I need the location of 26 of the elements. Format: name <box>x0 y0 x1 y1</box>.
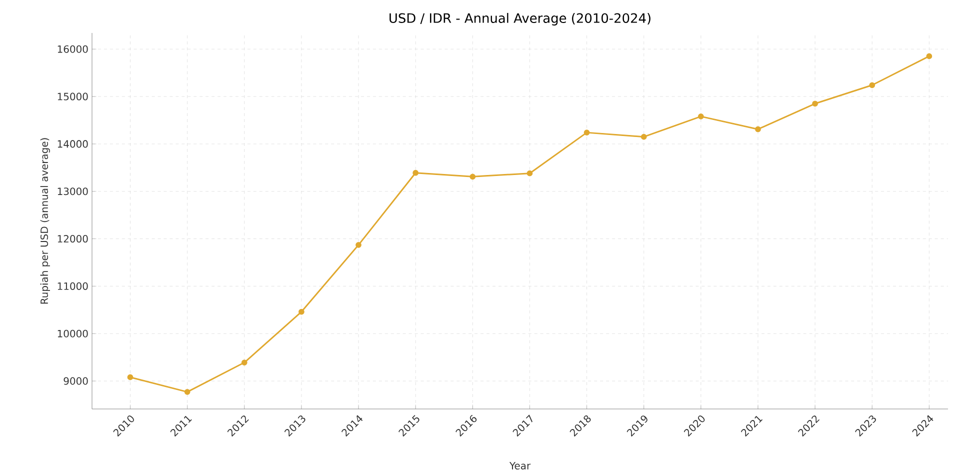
y-tick-label: 14000 <box>58 140 88 148</box>
y-tick-label: 13000 <box>58 188 88 196</box>
point <box>356 242 362 248</box>
y-tick-label: 16000 <box>58 45 88 53</box>
point <box>241 360 248 366</box>
point <box>470 174 476 180</box>
point <box>127 374 134 380</box>
y-axis-title: Rupiah per USD (annual average) <box>40 138 50 304</box>
point <box>412 170 419 176</box>
y-tick-label: 12000 <box>58 234 88 243</box>
x-axis-title: Year <box>509 462 531 470</box>
point <box>184 388 190 395</box>
point <box>640 134 647 140</box>
point <box>755 126 761 132</box>
point <box>698 113 704 120</box>
y-tick-label: 11000 <box>58 282 88 290</box>
point <box>526 170 533 176</box>
point <box>926 53 932 60</box>
point <box>869 82 876 88</box>
y-tick-label: 10000 <box>58 330 88 338</box>
chart-title: USD / IDR - Annual Average (2010-2024) <box>390 12 650 26</box>
y-tick-label: 15000 <box>58 92 88 100</box>
y-tick-label: 9000 <box>64 377 88 385</box>
point <box>584 130 590 136</box>
point <box>812 100 818 107</box>
point <box>298 308 304 315</box>
